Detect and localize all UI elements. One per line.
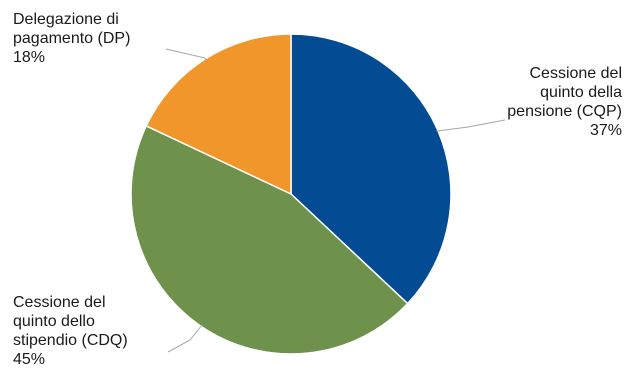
slice-label-cqp-line1: Cessione del (529, 65, 623, 82)
leader-line-dp (165, 48, 207, 61)
slice-label-cdq-line1: Cessione del (13, 294, 106, 311)
slice-label-cdq-line3: stipendio (CDQ) (13, 332, 128, 349)
slice-label-dp-line2: pagamento (DP) (13, 30, 131, 47)
slice-label-dp-line1: Delegazione di (13, 11, 119, 28)
slice-label-dp-pct: 18% (13, 49, 46, 66)
slice-label-cqp-pct: 37% (589, 122, 622, 139)
slice-label-dp: Delegazione di pagamento (DP) 18% (13, 10, 130, 67)
leader-line-cqp (436, 119, 506, 132)
slice-label-cqp-line3: pensione (CQP) (507, 103, 622, 120)
slice-label-cdq-line2: quinto dello (13, 313, 95, 330)
slice-label-cqp-line2: quinto della (540, 84, 622, 101)
slice-label-cqp: Cessione del quinto della pensione (CQP)… (507, 64, 622, 140)
slice-label-cdq: Cessione del quinto dello stipendio (CDQ… (13, 293, 128, 369)
slice-label-cdq-pct: 45% (13, 351, 46, 368)
leader-line-cdq (167, 324, 203, 353)
